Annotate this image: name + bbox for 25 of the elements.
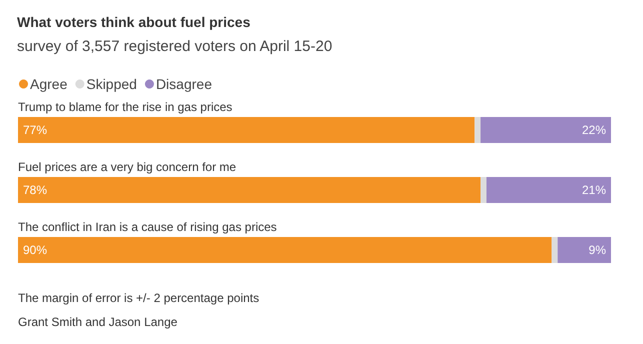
bar	[18, 177, 481, 203]
bar	[480, 117, 611, 143]
bar	[552, 237, 558, 263]
data-label: 90%	[23, 243, 48, 257]
data-label: 22%	[582, 123, 606, 137]
data-label: 77%	[23, 123, 48, 137]
data-label: 9%	[588, 243, 606, 257]
bar	[486, 177, 611, 203]
legend-label: Agree	[30, 76, 68, 92]
text: Grant Smith and Jason Lange	[18, 315, 178, 329]
legend-label: Skipped	[86, 76, 137, 92]
y-tick-label: The conflict in Iran is a cause of rising gas prices	[18, 220, 277, 234]
y-tick-label: Trump to blame for the rise in gas prices	[18, 100, 232, 114]
bar	[18, 237, 552, 263]
chart-title: What voters think about fuel prices	[17, 14, 251, 30]
bar	[474, 117, 481, 143]
data-label: 78%	[23, 183, 48, 197]
bar	[558, 237, 611, 263]
data-label: 21%	[582, 183, 606, 197]
chart-subtitle: survey of 3,557 registered voters on April 15-20	[17, 38, 332, 55]
bar	[480, 177, 486, 203]
y-tick-label: Fuel prices are a very big concern for me	[18, 160, 236, 174]
bar	[18, 117, 475, 143]
legend-label: Disagree	[156, 76, 212, 92]
text: The margin of error is +/- 2 percentage points	[18, 291, 260, 305]
